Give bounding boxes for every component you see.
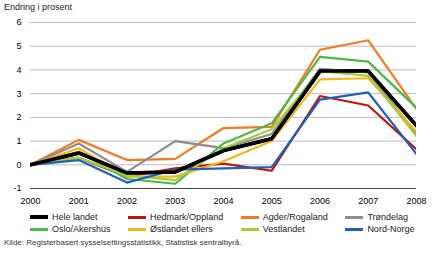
html-text:Hele landet: Hele landet <box>52 212 98 222</box>
svg-text:2003: 2003 <box>165 196 185 206</box>
svg-text:2007: 2007 <box>358 196 378 206</box>
svg-text:4: 4 <box>16 65 21 75</box>
html-text:Endring i prosent: Endring i prosent <box>4 2 72 12</box>
html-text:Østlandet ellers: Østlandet ellers <box>150 224 213 234</box>
html-text:Hedmark/Oppland: Hedmark/Oppland <box>150 212 224 222</box>
html-text:Kilde: Registerbasert sysselse: Kilde: Registerbasert sysselsettingsstat… <box>4 238 242 247</box>
svg-text:0: 0 <box>16 160 21 170</box>
svg-text:-1: -1 <box>13 183 21 193</box>
svg-text:2002: 2002 <box>117 196 137 206</box>
svg-text:2008: 2008 <box>406 196 426 206</box>
svg-text:2: 2 <box>16 112 21 122</box>
html-text:Vestlandet: Vestlandet <box>262 224 305 234</box>
svg-text:1: 1 <box>16 136 21 146</box>
svg-text:2005: 2005 <box>262 196 282 206</box>
html-text:Nord-Norge: Nord-Norge <box>367 224 415 234</box>
html-text:Oslo/Akershus: Oslo/Akershus <box>52 224 111 234</box>
html-text:Agder/Rogaland: Agder/Rogaland <box>262 212 328 222</box>
svg-text:5: 5 <box>16 41 21 51</box>
svg-text:2004: 2004 <box>213 196 233 206</box>
svg-text:6: 6 <box>16 17 21 27</box>
svg-text:3: 3 <box>16 89 21 99</box>
svg-text:2006: 2006 <box>310 196 330 206</box>
html-text:Trøndelag: Trøndelag <box>367 212 409 222</box>
svg-text:2001: 2001 <box>69 196 89 206</box>
svg-text:2000: 2000 <box>20 196 40 206</box>
